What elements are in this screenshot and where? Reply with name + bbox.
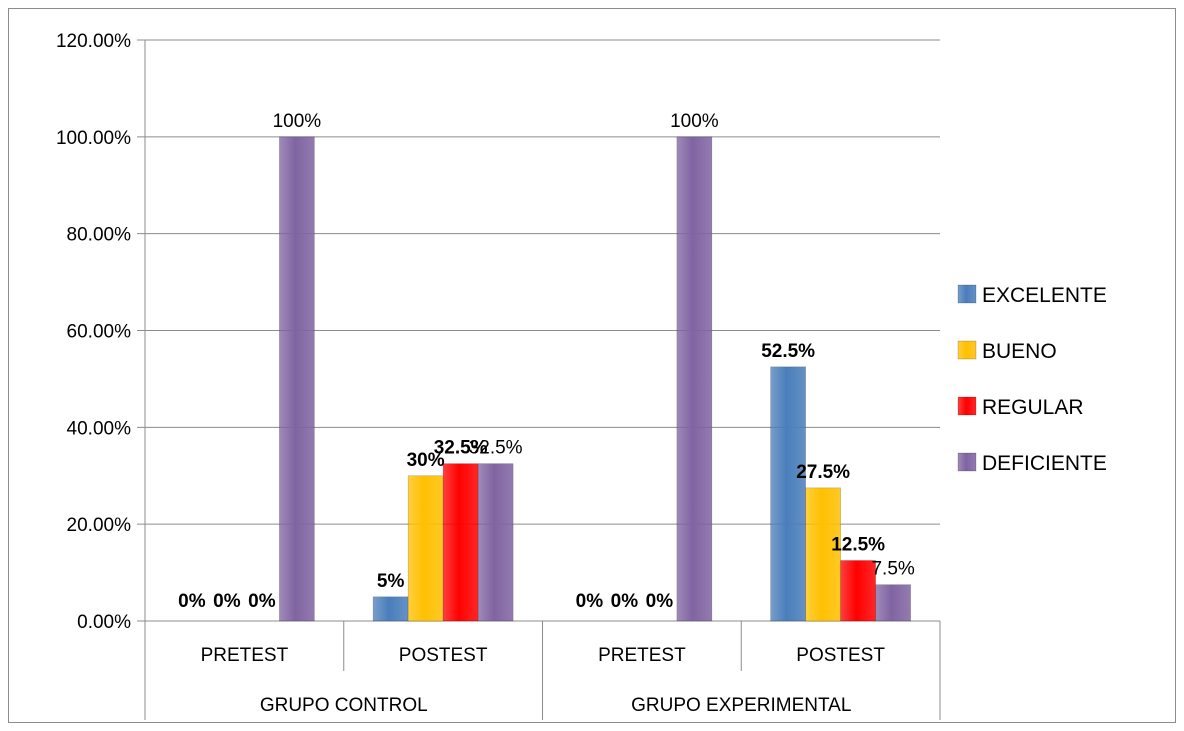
legend-label-regular: REGULAR [982,396,1084,419]
legend-label-deficiente: DEFICIENTE [982,452,1107,475]
bar-excelente [770,366,806,622]
bar-regular [840,560,876,622]
data-label-excelente: 0% [576,591,604,612]
bar-deficiente [676,136,713,622]
data-label-deficiente: 7.5% [871,559,914,580]
bar-deficiente [279,136,315,622]
data-label-regular: 12.5% [831,534,885,555]
y-tick-label: 120.00% [56,31,131,52]
bar-deficiente [875,584,911,622]
data-label-deficiente: 32.5% [469,438,523,459]
data-label-excelente: 0% [178,591,206,612]
legend-swatch-deficiente [957,452,977,472]
y-tick-label: 40.00% [67,418,132,439]
legend-swatch-bueno [957,340,977,360]
x-category-label: PRETEST [201,645,289,666]
x-category-label: POSTEST [399,645,488,666]
bar-deficiente [477,463,514,622]
data-label-bueno: 0% [213,591,241,612]
legend: EXCELENTE BUENO REGULAR DEFICIENTE [957,284,1107,475]
x-group-label: GRUPO EXPERIMENTAL [631,695,851,716]
data-label-excelente: 52.5% [761,341,815,362]
y-tick-label: 100.00% [56,128,131,149]
chart-frame [8,8,1176,723]
x-category-label: POSTEST [796,645,885,666]
legend-label-bueno: BUENO [982,340,1057,363]
legend-label-excelente: EXCELENTE [982,284,1107,307]
y-tick-label: 80.00% [67,225,132,246]
data-label-bueno: 0% [611,591,639,612]
bar-bueno [407,475,444,622]
data-label-deficiente: 100% [273,111,322,132]
y-axis: 0.00% 20.00% 40.00% 60.00% 80.00% 100.00% 120.… [56,31,146,633]
bar-excelente [372,596,409,622]
data-labels: 0% 0% 0%100%5%30%32.5%32.5%0% 0% 0%100%52.5%… [178,111,915,612]
bar-bueno [805,487,841,622]
y-tick-label: 0.00% [77,612,131,633]
y-tick-label: 60.00% [67,322,132,343]
data-label-deficiente: 100% [670,111,719,132]
legend-swatch-excelente [957,284,977,304]
data-label-bueno: 27.5% [796,462,850,483]
x-category-label: PRETEST [598,645,686,666]
data-label-regular: 0% [248,591,276,612]
x-axis: PRETEST POSTEST PRETEST POSTEST GRUPO CONTRO… [144,621,941,720]
data-label-regular: 0% [646,591,674,612]
x-group-label: GRUPO CONTROL [260,695,428,716]
bars [279,136,911,622]
data-label-excelente: 5% [377,571,405,592]
data-label-regular: 32.5% [434,438,488,459]
bar-regular [442,463,479,622]
y-tick-label: 20.00% [67,515,132,536]
legend-swatch-regular [957,396,977,416]
data-label-bueno: 30% [407,450,445,471]
